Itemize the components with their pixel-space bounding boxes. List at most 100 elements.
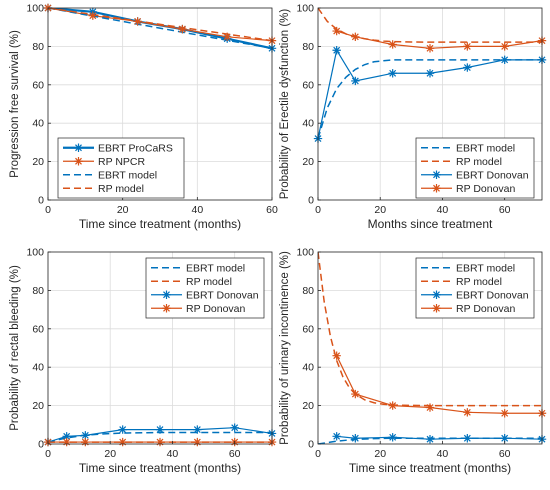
x-tick-label: 60 [499,204,511,216]
x-tick-label: 40 [437,448,449,460]
x-tick-label: 60 [266,204,278,216]
data-point [332,351,341,360]
data-point [463,63,472,72]
legend-item: RP model [151,276,232,288]
y-axis-label: Probability of Erectile dysfunction (%) [279,9,291,200]
legend-item: EBRT Donovan [421,170,529,182]
y-tick-label: 20 [302,156,314,168]
legend-item: EBRT model [421,143,515,155]
series-line-ebrt-model [48,431,272,443]
legend-item: EBRT model [151,263,245,275]
series-line-rp-model [48,8,272,42]
series-line-ebrt-model [48,8,272,50]
series-line-ebrt-model [318,59,542,139]
chart-panel-3: 0 20 40 60 0 20 40 60 80 100 Time since treatment … [9,247,277,475]
legend-label: RP model [98,183,144,195]
axes-frame [47,7,273,201]
x-tick-label: 60 [499,448,511,460]
y-axis-label: Probability of urinary incontinence (%) [279,251,291,445]
data-point [223,32,232,41]
data-point [388,69,397,78]
x-tick-label: 40 [191,204,203,216]
chart-panel-4: 0 20 40 60 0 20 40 60 80 100 Time since treatment … [279,247,547,475]
x-tick-label: 0 [45,448,51,460]
x-axis-label: Months since treatment [368,217,493,231]
y-tick-label: 40 [32,118,44,130]
y-tick-label: 100 [296,247,314,259]
y-tick-label: 40 [302,362,314,374]
data-point [500,434,509,443]
y-tick-label: 100 [296,3,314,15]
data-point [388,401,397,410]
y-axis-label: Progression free survival (%) [9,30,21,178]
axes-frame [317,7,543,201]
data-point [463,42,472,51]
chart-panel-2: 0 20 40 60 0 20 40 60 80 100 Months since treatmen… [279,3,547,231]
data-point [500,409,509,418]
y-tick-label: 100 [26,247,44,259]
x-tick-label: 60 [229,448,241,460]
x-tick-label: 40 [437,204,449,216]
data-point [388,433,397,442]
legend-label: EBRT model [98,170,157,182]
data-point [88,11,97,20]
y-axis-label: Probability of rectal bleeding (%) [9,265,21,431]
legend-item: RP Donovan [151,303,246,315]
y-tick-label: 80 [302,41,314,53]
data-point [230,423,239,432]
x-tick-label: 40 [167,448,179,460]
legend-item: EBRT Donovan [421,290,529,302]
legend-item: RP NPCR [63,156,145,168]
data-point [118,437,127,447]
y-tick-label: 80 [302,285,314,297]
data-point [62,437,71,447]
legend-label: EBRT Donovan [456,290,529,302]
legend-item: EBRT model [63,170,157,182]
data-point [133,17,142,26]
y-tick-label: 20 [32,156,44,168]
data-point [332,26,341,36]
y-tick-label: 60 [32,323,44,335]
legend-item: EBRT ProCaRS [63,143,173,155]
x-tick-label: 20 [117,204,129,216]
y-tick-label: 20 [32,400,44,412]
axes-frame [47,251,273,445]
data-point [81,437,90,447]
x-tick-label: 20 [104,448,116,460]
data-point [332,432,341,441]
legend-marker [162,304,171,313]
y-tick-label: 80 [32,41,44,53]
x-tick-label: 0 [315,448,321,460]
x-axis-label: Time since treatment (months) [79,217,241,231]
data-point [62,432,71,441]
series-line-rp-model [318,8,542,43]
series-line-ebrt-model [318,437,542,444]
x-axis-label: Time since treatment (months) [79,461,241,475]
axes-frame [317,251,543,445]
series-group [48,8,272,50]
legend-marker [432,170,441,179]
legend-marker [74,143,83,152]
y-tick-label: 0 [308,195,314,207]
x-tick-label: 0 [45,204,51,216]
legend-marker [162,290,171,299]
legend-marker [74,157,83,166]
y-tick-label: 60 [32,79,44,91]
legend-label: RP Donovan [456,183,516,195]
y-tick-label: 80 [32,285,44,297]
data-point [332,46,341,55]
legend-label: RP Donovan [456,303,516,315]
x-tick-label: 20 [374,448,386,460]
legend-marker [432,290,441,299]
data-point [425,403,435,412]
data-point [155,437,165,447]
legend-label: RP NPCR [98,156,145,168]
x-tick-label: 0 [315,204,321,216]
data-point [463,408,472,417]
legend-label: RP Donovan [186,303,246,315]
data-point [193,437,202,447]
